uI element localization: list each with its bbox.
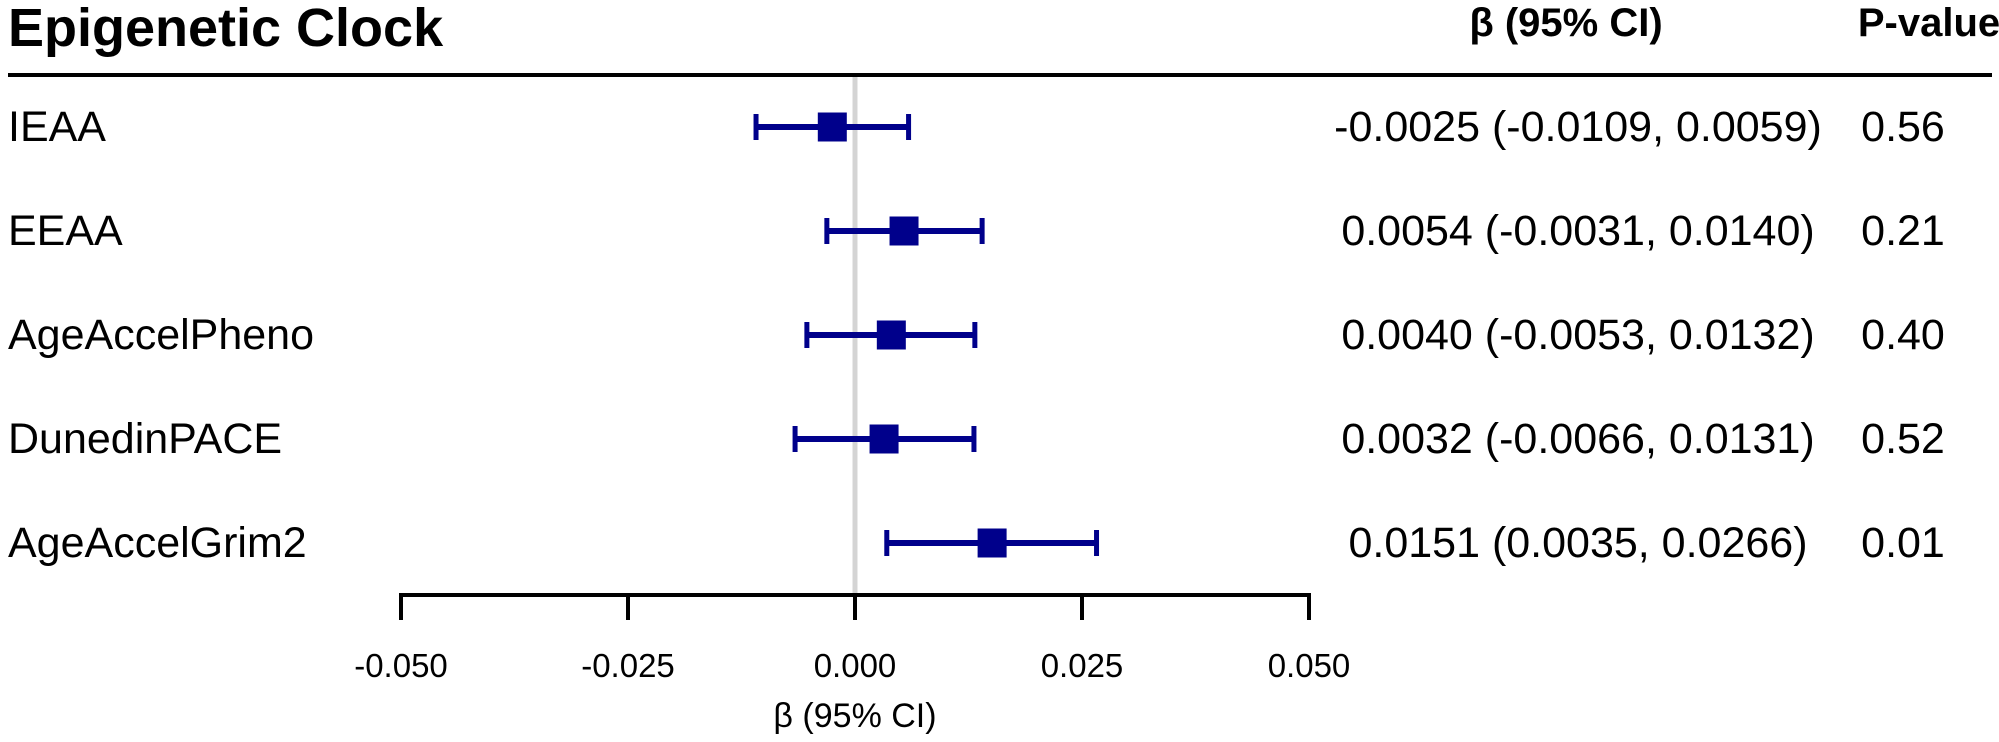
row-beta-ci-value: -0.0025 (-0.0109, 0.0059) — [1334, 103, 1822, 151]
header-divider-line — [8, 73, 1992, 77]
point-estimate-marker — [869, 424, 899, 454]
row-label-ageaccelpheno: AgeAccelPheno — [8, 311, 314, 359]
row-beta-ci-value: 0.0151 (0.0035, 0.0266) — [1348, 519, 1808, 567]
x-axis-tick-label: -0.050 — [354, 647, 448, 684]
point-estimate-marker — [817, 112, 847, 142]
point-estimate-marker — [876, 320, 906, 350]
row-pvalue: 0.21 — [1861, 207, 1945, 255]
row-pvalue: 0.56 — [1861, 103, 1945, 151]
x-axis-tick-label: 0.000 — [814, 647, 897, 684]
point-estimate-marker — [977, 528, 1007, 558]
point-estimate-marker — [889, 216, 919, 246]
x-axis-tick-label: 0.025 — [1041, 647, 1124, 684]
column-header-beta-ci: β (95% CI) — [1469, 1, 1663, 45]
row-label-eeaa: EEAA — [8, 207, 123, 255]
row-beta-ci-value: 0.0040 (-0.0053, 0.0132) — [1341, 311, 1815, 359]
row-label-dunedinpace: DunedinPACE — [8, 415, 283, 463]
x-axis-title: β (95% CI) — [773, 697, 936, 735]
row-label-ieaa: IEAA — [8, 103, 106, 151]
row-pvalue: 0.01 — [1861, 519, 1945, 567]
column-header-pvalue: P-value — [1857, 1, 1999, 45]
row-pvalue: 0.40 — [1861, 311, 1945, 359]
x-axis-tick-label: -0.025 — [581, 647, 675, 684]
column-header-epigenetic-clock: Epigenetic Clock — [8, 0, 444, 58]
row-beta-ci-value: 0.0054 (-0.0031, 0.0140) — [1341, 207, 1815, 255]
row-beta-ci-value: 0.0032 (-0.0066, 0.0131) — [1341, 415, 1815, 463]
x-axis-tick-label: 0.050 — [1268, 647, 1351, 684]
row-pvalue: 0.52 — [1861, 415, 1945, 463]
row-label-ageaccelgrim2: AgeAccelGrim2 — [8, 519, 307, 567]
